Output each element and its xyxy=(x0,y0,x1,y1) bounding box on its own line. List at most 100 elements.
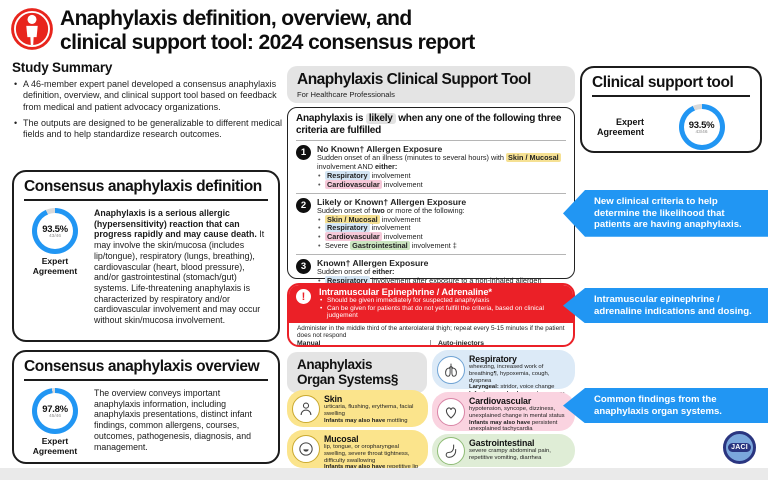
epinephrine-bullet: Should be given immediately for suspecte… xyxy=(319,297,565,305)
page-title-line2: clinical support tool: 2024 consensus re… xyxy=(60,31,475,54)
epinephrine-dosing: Administer in the middle third of the an… xyxy=(289,323,573,347)
definition-text: Anaphylaxis is a serious allergic (hyper… xyxy=(94,208,268,326)
criterion-bullet-text: involvement xyxy=(369,170,411,180)
donut-ring: 97.8% 45/46 xyxy=(32,388,78,434)
skin-mucosal-highlight: Skin / Mucosal xyxy=(325,214,380,224)
criterion-description: Sudden onset of two or more of the follo… xyxy=(317,205,466,216)
laryngeal-bold: Laryngeal: xyxy=(469,384,499,391)
callout-epinephrine: Intramuscular epinephrine / adrenaline i… xyxy=(563,288,768,324)
donut-ring: 93.5% 43/46 xyxy=(678,104,725,150)
criterion-text: or more of the following: xyxy=(384,205,465,215)
infant-note-rest: mottling xyxy=(385,417,408,424)
gastrointestinal-card: Gastrointestinal severe crampy abdominal… xyxy=(432,434,575,467)
criterion-2: 2 Likely or Known† Allergen Exposure Sud… xyxy=(296,192,566,252)
page-title-line1: Anaphylaxis definition, overview, and xyxy=(60,7,412,30)
respiratory-highlight: Respiratory xyxy=(325,170,370,180)
study-summary-bullet: The outputs are designed to be generaliz… xyxy=(12,118,284,141)
criterion-bullets: Skin / Mucosal involvement Respiratory i… xyxy=(317,214,466,252)
gastrointestinal-card-desc: severe crampy abdominal pain, repetitive… xyxy=(469,448,551,461)
epinephrine-bullet: Can be given for patients that do not ye… xyxy=(319,305,565,320)
donut-ring: 93.5% 43/46 xyxy=(32,208,78,254)
overview-text: The overview conveys important anaphylax… xyxy=(94,388,252,452)
criterion-bullet-text: Severe xyxy=(325,241,351,251)
criterion-1: 1 No Known† Allergen Exposure Sudden ons… xyxy=(296,140,566,190)
criteria-intro-post: when any one of the following three crit… xyxy=(296,113,562,136)
respiratory-card-title: Respiratory xyxy=(469,354,517,364)
criterion-text: Sudden onset of xyxy=(317,205,373,215)
agreement-percent: 97.8% xyxy=(42,403,68,415)
cardiovascular-card: Cardiovascular hypotension, syncope, diz… xyxy=(432,392,575,432)
consensus-definition-title: Consensus anaphylaxis definition xyxy=(24,178,268,201)
autoinjector-dosing-column: Auto-injectors < 13 kg: 0.1 mg or 0.15 m… xyxy=(430,340,565,345)
epinephrine-header: ! Intramuscular Epinephrine / Adrenaline… xyxy=(289,285,573,323)
definition-lead: Anaphylaxis is a serious allergic (hyper… xyxy=(94,208,257,240)
consensus-overview-box: Consensus anaphylaxis overview 97.8% 45/… xyxy=(12,350,280,464)
respiratory-card-desc: wheezing, increased work of breathing¶, … xyxy=(469,364,550,384)
agreement-fraction: 45/46 xyxy=(48,413,61,419)
criterion-bullet-text: involvement xyxy=(381,232,423,242)
organ-systems-title: Anaphylaxis Organ Systems§ xyxy=(297,357,417,387)
gastrointestinal-highlight: Gastrointestinal xyxy=(350,241,410,251)
criterion-description: Sudden onset of either: xyxy=(317,267,542,277)
criterion-bullet: Respiratory involvement xyxy=(317,170,566,181)
criterion-bullet-text: involvement xyxy=(379,214,421,224)
criteria-intro: Anaphylaxis is likely when any one of th… xyxy=(296,113,566,137)
skin-card-title: Skin xyxy=(324,394,343,404)
mucosal-card-desc: lip, tongue, or oropharyngeal swelling, … xyxy=(324,444,410,464)
agreement-label: Expert Agreement xyxy=(32,436,78,456)
criterion-text: Sudden onset of an illness (minutes to s… xyxy=(317,153,507,162)
skin-card-infant: Infants may also have mottling xyxy=(324,418,422,425)
footer-strip xyxy=(0,468,768,480)
criterion-bullet: Cardiovascular involvement xyxy=(317,179,566,190)
criterion-text-bold: either: xyxy=(372,267,395,277)
administer-instructions: Administer in the middle third of the an… xyxy=(297,324,565,339)
consensus-definition-box: Consensus anaphylaxis definition 93.5% 4… xyxy=(12,170,280,342)
agreement-label: Expert Agreement xyxy=(32,256,78,276)
agreement-fraction: 43/46 xyxy=(48,233,61,239)
organ-systems-title-line2: Organ Systems§ xyxy=(297,371,398,387)
clinical-support-tool-box: Clinical support tool Expert Agreement 9… xyxy=(580,66,762,153)
gastrointestinal-card-title: Gastrointestinal xyxy=(469,438,535,448)
criterion-title: No Known† Allergen Exposure xyxy=(317,144,443,154)
likely-highlight: likely xyxy=(365,113,396,124)
criterion-bullet: Cardiovascular involvement xyxy=(317,232,466,242)
study-summary-bullet: A 46-member expert panel developed a con… xyxy=(12,79,284,113)
criterion-bullet: Severe Gastrointestinal involvement ‡ xyxy=(317,241,466,251)
agreement-percent: 93.5% xyxy=(42,223,68,235)
agreement-label: Expert Agreement xyxy=(596,117,644,137)
jaci-journal-logo: JACI xyxy=(723,431,756,464)
cardiovascular-card-title: Cardiovascular xyxy=(469,396,532,406)
infant-note-bold: Infants may also have xyxy=(324,417,386,424)
criteria-intro-pre: Anaphylaxis is xyxy=(296,113,366,124)
criterion-bullet-text: involvement xyxy=(381,179,423,189)
criterion-text-bold: either: xyxy=(375,161,398,171)
callout-criteria: New clinical criteria to help determine … xyxy=(563,190,768,237)
criterion-description: Sudden onset of an illness (minutes to s… xyxy=(317,153,566,172)
respiratory-highlight: Respiratory xyxy=(325,223,370,233)
anaphylaxis-person-icon xyxy=(10,7,54,51)
criterion-bullet: Respiratory involvement after exposure t… xyxy=(317,276,542,286)
clinical-support-tool-box-title: Clinical support tool xyxy=(592,74,750,97)
study-summary-list: A 46-member expert panel developed a con… xyxy=(12,79,284,140)
lungs-icon xyxy=(437,355,465,384)
definition-agreement-donut: 93.5% 43/46 Expert Agreement xyxy=(24,208,86,326)
cardiovascular-card-desc: hypotension, syncope, dizziness, unexpla… xyxy=(469,406,565,419)
respiratory-highlight: Respiratory xyxy=(325,276,370,286)
skin-icon xyxy=(292,394,320,423)
manual-dosing-title: Manual xyxy=(297,340,321,347)
agreement-fraction: 43/46 xyxy=(695,129,708,135)
mucosal-card-title: Mucosal xyxy=(324,434,359,444)
criterion-bullet: Respiratory involvement xyxy=(317,223,466,233)
clinical-support-tool-title: Anaphylaxis Clinical Support Tool xyxy=(297,71,531,88)
criterion-number-badge: 3 xyxy=(296,259,311,275)
definition-body: It may involve the skin/mucosa (includes… xyxy=(94,229,265,326)
infant-note-bold: Infants may also have xyxy=(324,464,385,470)
criterion-text: involvement AND xyxy=(317,161,375,171)
cardiovascular-highlight: Cardiovascular xyxy=(325,232,382,242)
mucosal-card: Mucosal lip, tongue, or oropharyngeal sw… xyxy=(287,430,428,477)
skin-card: Skin urticaria, flushing, erythema, faci… xyxy=(287,390,428,427)
study-summary-title: Study Summary xyxy=(12,60,113,75)
study-summary-section: Study Summary A 46-member expert panel d… xyxy=(12,60,284,145)
clinical-support-tool-header: Anaphylaxis Clinical Support Tool For He… xyxy=(287,66,575,103)
organ-systems-title-line1: Anaphylaxis xyxy=(297,357,373,372)
